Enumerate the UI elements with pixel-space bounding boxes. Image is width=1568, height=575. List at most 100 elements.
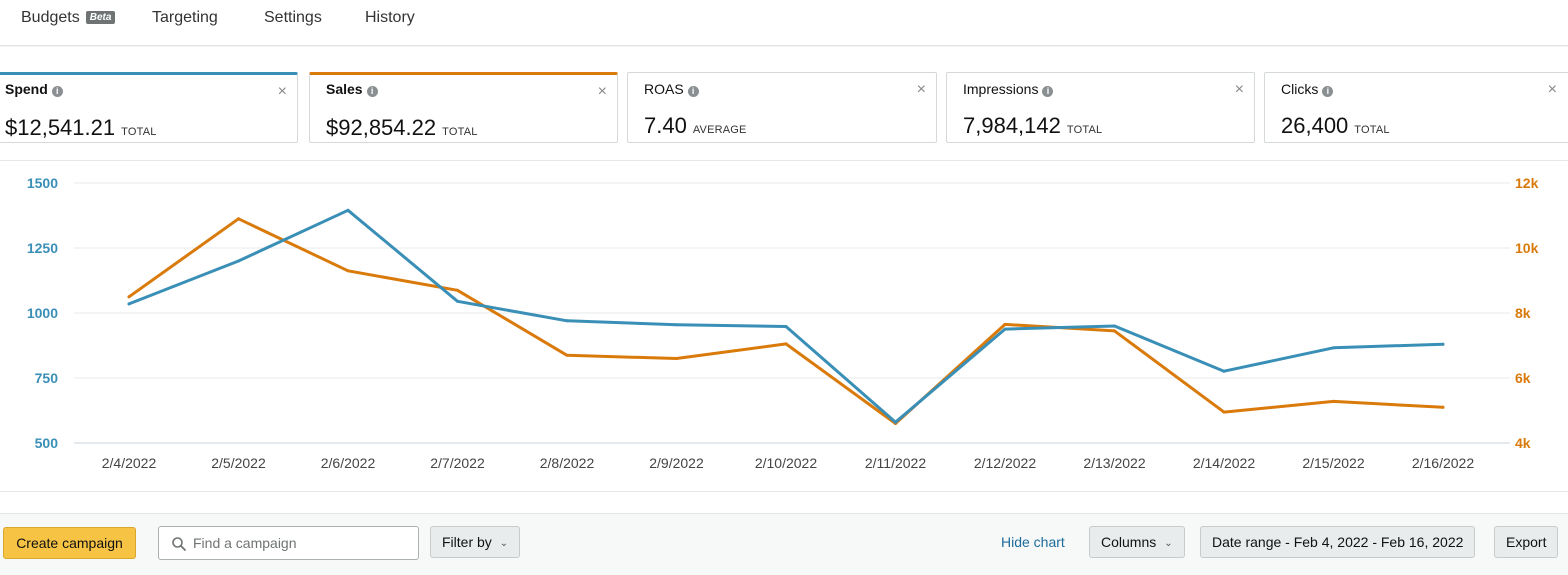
metric-spend-value-row: $12,541.21 TOTAL	[5, 115, 157, 141]
metric-roas-name: ROAS	[644, 81, 684, 97]
metric-roas-header: ROAS i	[644, 81, 699, 97]
right-axis-tick-label: 12k	[1515, 175, 1539, 191]
metric-card-impressions[interactable]: Impressions i × 7,984,142 TOTAL	[946, 72, 1255, 143]
metric-spend-name: Spend	[5, 81, 48, 97]
data-point-spend	[1441, 342, 1445, 346]
filter-by-button[interactable]: Filter by ⌄	[430, 526, 521, 558]
close-icon[interactable]: ×	[597, 83, 607, 100]
data-point-sales	[1003, 322, 1007, 326]
data-point-sales	[1113, 329, 1116, 333]
x-axis-tick-label: 2/14/2022	[1193, 455, 1255, 471]
campaign-toolbar: Create campaign Filter by ⌄ Hide chart Co…	[0, 513, 1568, 575]
metric-impressions-agg: TOTAL	[1066, 124, 1103, 136]
data-point-sales	[346, 269, 350, 273]
series-line-spend	[127, 208, 1445, 424]
x-axis-tick-label: 2/5/2022	[211, 455, 266, 471]
metric-impressions-header: Impressions i	[963, 81, 1054, 97]
metric-clicks-name: Clicks	[1281, 81, 1319, 97]
search-icon	[172, 537, 186, 551]
info-icon[interactable]: i	[1322, 86, 1334, 97]
data-point-spend	[237, 259, 240, 263]
data-point-spend	[1332, 346, 1335, 350]
right-axis-tick-label: 6k	[1515, 370, 1531, 386]
data-point-spend	[565, 319, 569, 323]
metric-impressions-value-row: 7,984,142 TOTAL	[963, 113, 1102, 139]
hide-chart-link[interactable]: Hide chart	[1001, 534, 1065, 550]
x-axis-tick-label: 2/12/2022	[974, 455, 1036, 471]
info-icon[interactable]: i	[51, 86, 63, 97]
tab-budgets[interactable]: Budgets Beta	[21, 9, 116, 27]
close-icon[interactable]: ×	[277, 83, 287, 100]
chevron-down-icon: ⌄	[499, 538, 509, 549]
metric-roas-value-row: 7.40 AVERAGE	[644, 113, 747, 139]
tab-history[interactable]: History	[365, 9, 415, 26]
data-point-sales	[784, 342, 788, 346]
columns-label: Columns	[1101, 534, 1157, 550]
chart-svg: 500 4k 750 6k 1000 8k 1250 10k 1500 12k 2/4/2022 2/…	[27, 175, 1539, 471]
chevron-down-icon: ⌄	[1164, 538, 1173, 549]
metric-impressions-value: 7,984,142	[963, 113, 1061, 138]
series-line-sales	[127, 217, 1445, 425]
left-axis-tick-label: 500	[35, 435, 59, 451]
right-axis-tick-label: 8k	[1515, 305, 1531, 321]
tab-bar: Budgets Beta Targeting Settings History	[0, 0, 1568, 46]
left-axis-tick-label: 1500	[27, 175, 58, 191]
metric-roas-value: 7.40	[644, 113, 687, 138]
metric-sales-value: $92,854.22	[326, 115, 437, 140]
date-range-button[interactable]: Date range - Feb 4, 2022 - Feb 16, 2022	[1200, 526, 1476, 558]
metric-clicks-value-row: 26,400 TOTAL	[1281, 113, 1390, 139]
search-box	[158, 526, 419, 560]
data-point-sales	[1222, 410, 1226, 414]
x-axis-tick-label: 2/7/2022	[430, 455, 485, 471]
data-point-spend	[456, 299, 459, 303]
info-icon[interactable]: i	[366, 86, 378, 97]
x-axis-tick-label: 2/9/2022	[649, 455, 704, 471]
metric-impressions-name: Impressions	[963, 81, 1039, 97]
metric-sales-header: Sales i	[326, 81, 378, 97]
data-point-spend	[675, 323, 678, 327]
create-campaign-button[interactable]: Create campaign	[3, 527, 136, 559]
x-axis-tick-label: 2/13/2022	[1083, 455, 1145, 471]
metric-sales-agg: TOTAL	[442, 126, 478, 138]
tab-targeting[interactable]: Targeting	[152, 9, 218, 26]
close-icon[interactable]: ×	[1234, 81, 1244, 98]
data-point-spend	[1222, 369, 1226, 373]
performance-chart: 500 4k 750 6k 1000 8k 1250 10k 1500 12k 2/4/2022 2/…	[0, 160, 1568, 492]
metric-card-roas[interactable]: ROAS i × 7.40 AVERAGE	[627, 72, 937, 143]
metric-clicks-agg: TOTAL	[1354, 124, 1390, 136]
filter-by-label: Filter by	[442, 534, 492, 550]
x-axis-tick-label: 2/11/2022	[865, 455, 926, 471]
data-point-spend	[1003, 327, 1007, 331]
data-point-sales	[675, 357, 678, 360]
data-point-spend	[346, 208, 350, 212]
columns-button[interactable]: Columns ⌄	[1089, 526, 1185, 558]
x-axis-tick-label: 2/8/2022	[540, 455, 595, 471]
close-icon[interactable]: ×	[1547, 81, 1557, 98]
metric-card-spend[interactable]: Spend i × $12,541.21 TOTAL	[0, 72, 298, 143]
tab-settings[interactable]: Settings	[264, 9, 322, 26]
search-input[interactable]	[193, 533, 408, 553]
info-icon[interactable]: i	[1042, 86, 1054, 97]
close-icon[interactable]: ×	[916, 81, 926, 98]
data-point-sales	[127, 295, 131, 299]
x-axis-tick-label: 2/10/2022	[755, 455, 817, 471]
data-point-sales	[1332, 399, 1335, 403]
x-axis-tick-label: 2/15/2022	[1302, 455, 1364, 471]
metric-card-sales[interactable]: Sales i × $92,854.22 TOTAL	[309, 72, 618, 143]
left-axis-tick-label: 1000	[27, 305, 58, 321]
data-point-sales	[1441, 405, 1445, 409]
info-icon[interactable]: i	[687, 86, 699, 97]
metric-spend-header: Spend i	[5, 81, 63, 97]
data-point-spend	[127, 302, 131, 306]
metric-card-clicks[interactable]: Clicks i × 26,400 TOTAL	[1264, 72, 1568, 143]
metric-sales-name: Sales	[326, 81, 363, 97]
data-point-sales	[456, 288, 459, 292]
metric-spend-value: $12,541.21	[5, 115, 116, 140]
right-axis-tick-label: 10k	[1515, 240, 1539, 256]
metric-clicks-value: 26,400	[1281, 113, 1349, 138]
export-button[interactable]: Export	[1494, 526, 1559, 558]
metric-roas-agg: AVERAGE	[692, 124, 747, 136]
data-point-spend	[1113, 324, 1116, 328]
data-point-sales	[565, 353, 569, 357]
left-axis-tick-label: 750	[35, 370, 59, 386]
